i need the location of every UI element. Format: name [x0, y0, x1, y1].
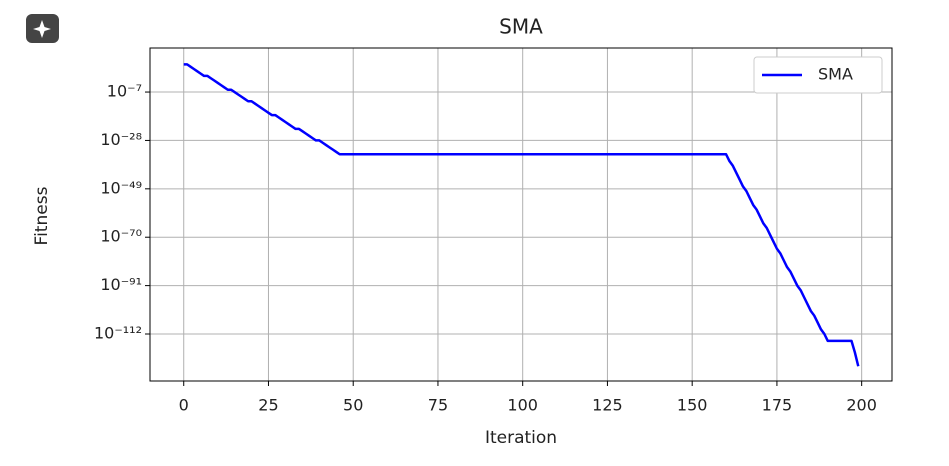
y-tick-label: 10⁻⁴⁹: [100, 178, 142, 197]
x-tick-label: 100: [507, 396, 538, 415]
x-tick-label: 25: [258, 396, 278, 415]
y-tick-label: 10⁻²⁸: [100, 130, 142, 149]
chart-title: SMA: [499, 15, 543, 39]
x-tick-label: 75: [428, 396, 448, 415]
x-tick-label: 175: [762, 396, 793, 415]
y-tick-label: 10⁻⁷⁰: [100, 227, 142, 246]
x-tick-label: 150: [677, 396, 708, 415]
x-axis-label: Iteration: [485, 428, 557, 448]
line-series: [183, 63, 860, 367]
y-tick-label: 10⁻⁹¹: [100, 275, 142, 294]
x-tick-label: 0: [179, 396, 189, 415]
legend-box: [753, 56, 883, 94]
y-axis-label: Fitness: [32, 186, 52, 245]
x-tick-label: 125: [592, 396, 623, 415]
x-tick-label: 200: [846, 396, 877, 415]
y-tick-label: 10⁻⁷: [107, 82, 142, 101]
legend-label: SMA: [818, 65, 853, 84]
y-tick-label: 10⁻¹¹²: [94, 323, 142, 342]
plot-frame: [149, 47, 893, 382]
x-tick-label: 50: [343, 396, 363, 415]
sparkle-icon: [33, 20, 51, 38]
